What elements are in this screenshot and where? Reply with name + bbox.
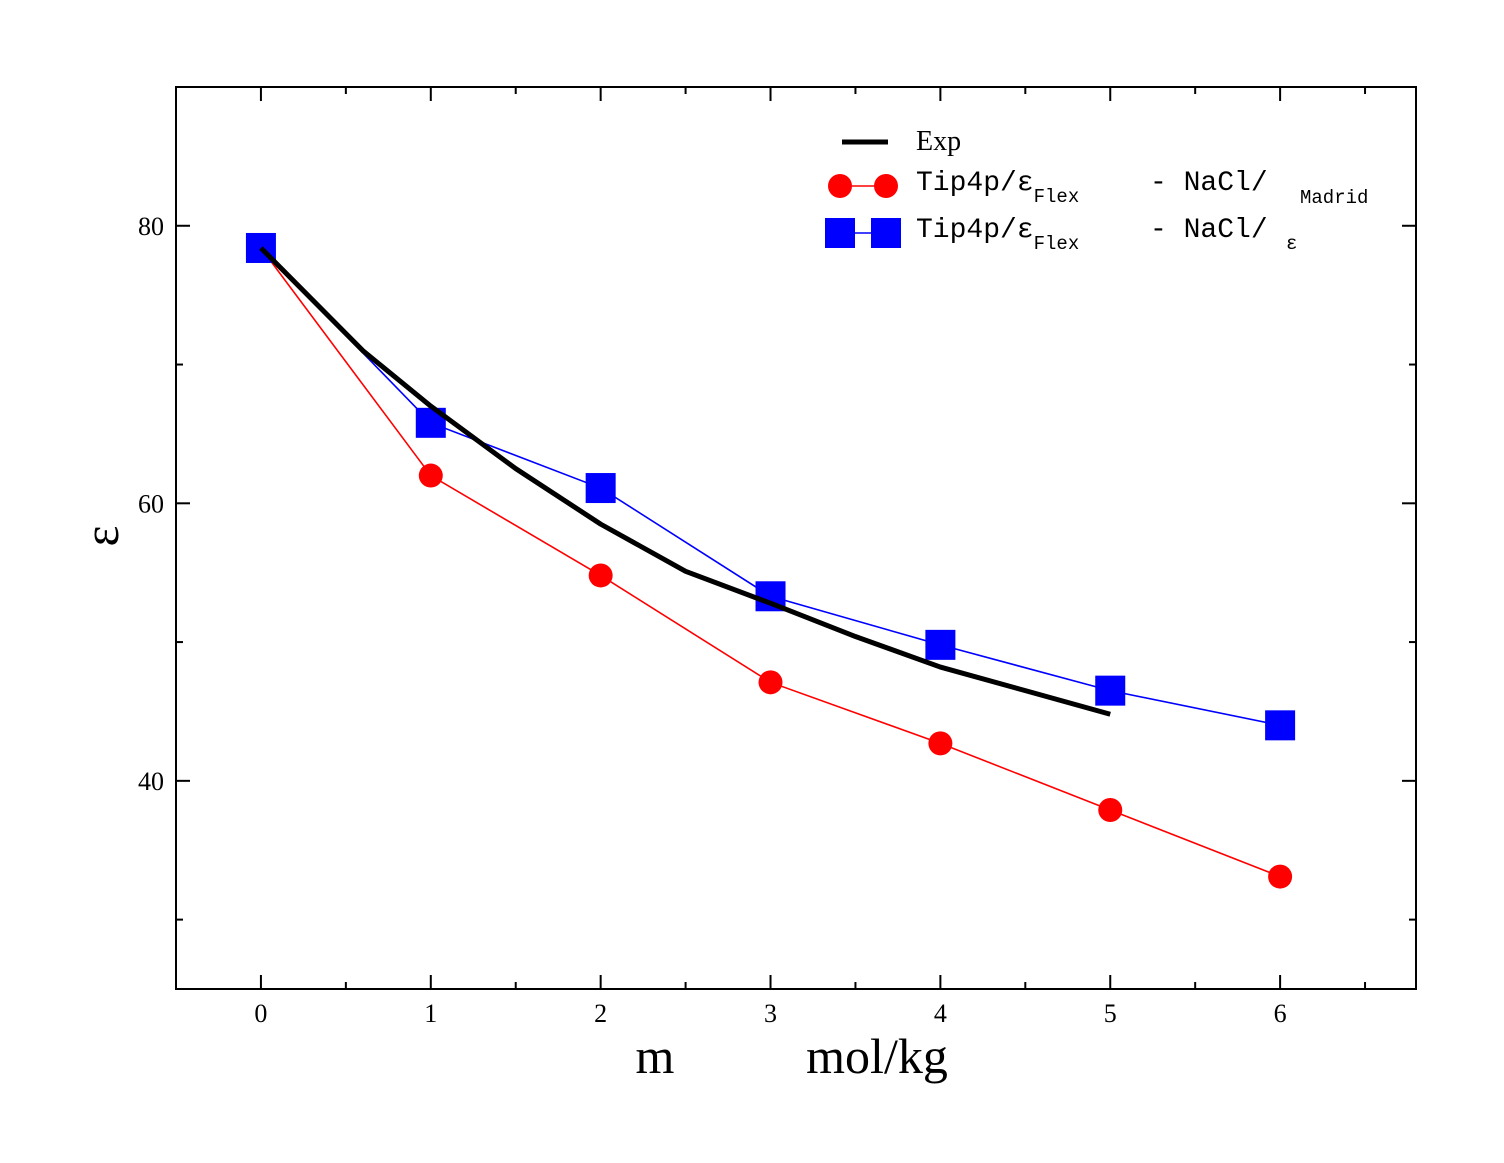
legend-madrid-mid: - NaCl/ xyxy=(1150,168,1268,199)
series-madrid-point xyxy=(418,463,443,488)
series-madrid-point xyxy=(758,670,783,695)
series-eps-point xyxy=(585,473,616,504)
series-madrid-line xyxy=(260,247,1281,878)
y-tick-label: 40 xyxy=(138,767,164,796)
x-tick-label: 3 xyxy=(764,999,777,1028)
x-tick-label: 6 xyxy=(1274,999,1287,1028)
legend-eps-sub2: ε xyxy=(1286,233,1297,255)
legend-madrid-marker-left xyxy=(828,174,852,198)
x-tick-label: 2 xyxy=(594,999,607,1028)
y-tick-label: 80 xyxy=(138,212,164,241)
x-tick-label: 1 xyxy=(424,999,437,1028)
legend-eps-main: Tip4p/ε xyxy=(916,215,1034,246)
legend-madrid-main: Tip4p/ε xyxy=(916,168,1034,199)
legend-madrid-sub1: Flex xyxy=(1034,186,1080,208)
x-tick-label: 5 xyxy=(1104,999,1117,1028)
legend-eps-mid: - NaCl/ xyxy=(1150,215,1268,246)
legend-exp-label: Exp xyxy=(916,126,961,157)
series-eps-point xyxy=(925,629,956,660)
series-madrid-point xyxy=(928,731,953,756)
series-madrid-point xyxy=(1268,864,1293,889)
legend-eps-marker-right xyxy=(871,218,901,248)
series-eps-point xyxy=(1095,675,1126,706)
y-tick-label: 60 xyxy=(138,489,164,518)
axis-ticks: 0 1 2 3 4 5 6 40 60 80 xyxy=(138,86,1416,1028)
x-axis-title: m xyxy=(636,1028,675,1084)
x-tick-label: 0 xyxy=(254,999,267,1028)
y-axis-title: ε xyxy=(73,526,129,547)
series-layer xyxy=(245,232,1296,889)
legend: Exp Tip4p/εFlex - NaCl/Madrid Tip4p/εFlex… xyxy=(825,126,1368,255)
series-exp-line xyxy=(259,246,1111,717)
series-madrid-point xyxy=(1098,797,1123,822)
series-eps-point xyxy=(1265,710,1296,741)
legend-madrid-sub2: Madrid xyxy=(1300,187,1368,209)
legend-eps-label: Tip4p/εFlex - NaCl/ε xyxy=(916,215,1297,255)
plot-frame xyxy=(175,86,1417,990)
legend-madrid-marker-right xyxy=(874,174,898,198)
series-eps-line xyxy=(260,247,1281,727)
legend-eps-marker-left xyxy=(825,218,855,248)
legend-eps-sub1: Flex xyxy=(1034,233,1080,255)
x-tick-label: 4 xyxy=(934,999,947,1028)
x-axis-unit: mol/kg xyxy=(806,1028,948,1084)
series-madrid-point xyxy=(588,563,613,588)
legend-madrid-label: Tip4p/εFlex - NaCl/Madrid xyxy=(916,168,1368,209)
